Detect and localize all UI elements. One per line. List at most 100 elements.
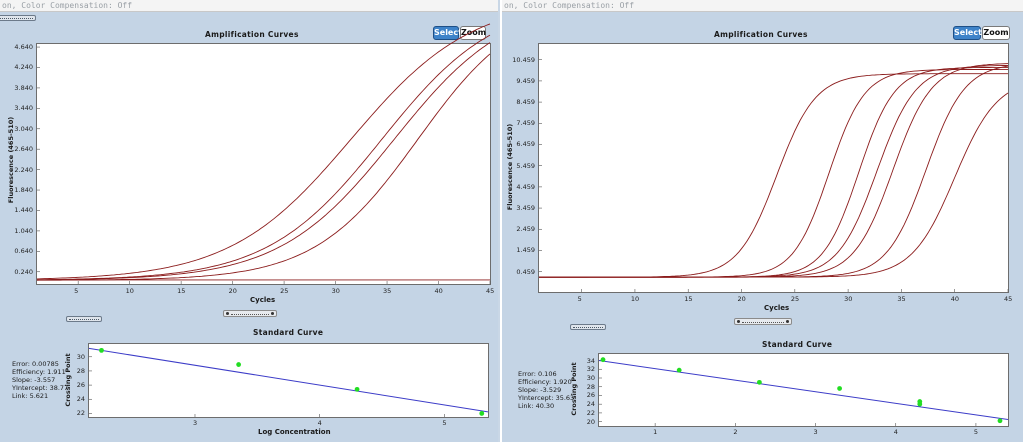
y-tick-label: 28 — [586, 382, 595, 391]
zoom-button[interactable]: Zoom — [982, 26, 1010, 40]
y-tick-label: 4.640 — [14, 43, 33, 52]
y-tick-label: 0.640 — [14, 247, 33, 256]
amplification-chart-title: Amplification Curves — [205, 30, 299, 39]
y-tick-label: 10.459 — [512, 55, 535, 64]
horizontal-scrollbar[interactable] — [734, 318, 792, 325]
amplification-curve-1 — [36, 23, 491, 280]
yintercept-value: YIntercept: 38.77 — [12, 384, 69, 392]
scroll-left-icon[interactable] — [737, 320, 740, 323]
standard-curve-plot[interactable] — [598, 353, 1009, 427]
scroll-right-icon[interactable] — [786, 320, 789, 323]
amplification-curve-6 — [539, 65, 1009, 278]
standard-curve-title: Standard Curve — [253, 328, 324, 337]
y-tick-label: 2.459 — [516, 225, 535, 234]
standard-curve-plot[interactable] — [88, 343, 489, 418]
amplification-curve-2 — [37, 34, 491, 281]
y-tick-label: 1.440 — [14, 206, 33, 215]
y-tick-label: 3.459 — [516, 204, 535, 213]
y-tick-label: 2.640 — [14, 145, 33, 154]
y-tick-label: 34 — [586, 356, 595, 365]
amplification-plot[interactable] — [36, 23, 491, 285]
splitter-handle[interactable] — [66, 316, 102, 322]
link-value: Link: 40.30 — [518, 402, 555, 410]
horizontal-scrollbar[interactable] — [223, 310, 277, 317]
y-tick-label: 6.459 — [516, 140, 535, 149]
x-tick-label: 3 — [192, 419, 198, 427]
select-button[interactable]: Select — [433, 26, 462, 40]
y-tick-label: 7.459 — [516, 119, 535, 128]
y-tick-label: 3.440 — [14, 104, 33, 113]
x-tick-label: 15 — [684, 295, 693, 303]
amplification-curve-2 — [539, 68, 1008, 278]
panel-collapse-tab[interactable] — [0, 15, 36, 21]
x-tick-label: 5 — [577, 295, 582, 303]
x-tick-label: 35 — [897, 295, 906, 303]
x-tick-label: 5 — [74, 287, 79, 295]
yintercept-value: YIntercept: 35.63 — [518, 394, 575, 402]
y-tick-label: 1.459 — [516, 246, 535, 255]
amplification-curve-3 — [37, 42, 491, 281]
splitter-handle[interactable] — [570, 324, 606, 330]
x-tick-label: 10 — [125, 287, 134, 295]
scroll-left-icon[interactable] — [226, 312, 229, 315]
efficiency-value: Efficiency: 1.920 — [518, 378, 572, 386]
y-tick-label: 9.459 — [516, 76, 535, 85]
x-tick-label: 40 — [950, 295, 959, 303]
x-tick-label: 30 — [331, 287, 340, 295]
standard-curve-chart — [598, 357, 1009, 426]
y-tick-label: 30 — [76, 352, 85, 361]
standard-point — [756, 379, 762, 385]
x-tick-label: 25 — [790, 295, 800, 303]
x-tick-label: 35 — [383, 287, 392, 295]
efficiency-value: Efficiency: 1.911 — [12, 368, 66, 376]
x-tick-label: 4 — [893, 428, 898, 436]
y-tick-label: 22 — [76, 409, 85, 418]
standard-curve-stats: Error: 0.106 Efficiency: 1.920 Slope: -3… — [518, 370, 574, 410]
y-tick-label: 1.040 — [14, 226, 33, 235]
scroll-right-icon[interactable] — [271, 312, 274, 315]
amplification-x-axis-label: Cycles — [764, 304, 790, 312]
x-tick-label: 15 — [177, 287, 186, 295]
x-tick-label: 40 — [434, 287, 443, 295]
y-tick-label: 20 — [586, 417, 595, 426]
standard-curve-title: Standard Curve — [762, 340, 833, 349]
x-tick-label: 5 — [973, 428, 979, 436]
amplification-curve-4 — [539, 64, 1009, 278]
standard-point — [600, 357, 606, 363]
y-tick-label: 30 — [586, 374, 595, 382]
select-button[interactable]: Select — [953, 26, 982, 40]
slope-value: Slope: -3.557 — [12, 376, 56, 384]
x-tick-label: 20 — [228, 287, 237, 295]
status-bar: on, Color Compensation: Off — [502, 0, 1023, 12]
x-tick-label: 30 — [844, 295, 853, 303]
y-tick-label: 26 — [76, 381, 85, 390]
y-tick-label: 32 — [586, 365, 595, 374]
x-tick-label: 45 — [486, 287, 495, 295]
standard-x-axis-label: Log Concentration — [258, 428, 331, 436]
standard-point — [676, 367, 682, 373]
y-tick-label: 5.459 — [516, 161, 535, 170]
standard-point — [837, 386, 842, 391]
x-tick-label: 20 — [737, 295, 746, 303]
standard-curve-stats: Error: 0.00785 Efficiency: 1.911 Slope: … — [12, 360, 68, 400]
y-tick-label: 28 — [76, 366, 85, 375]
x-tick-label: 5 — [442, 419, 447, 427]
y-tick-label: 3.040 — [14, 124, 33, 133]
amplification-curve-1 — [539, 73, 1008, 278]
x-tick-label: 45 — [1004, 295, 1013, 303]
y-tick-label: 8.459 — [516, 98, 535, 107]
amplification-chart — [36, 23, 491, 284]
standard-point — [99, 347, 104, 353]
amplification-chart — [539, 59, 1009, 292]
right-panel: on, Color Compensation: Off Amplificatio… — [500, 0, 1023, 442]
y-tick-label: 4.459 — [516, 182, 535, 191]
amplification-plot[interactable] — [538, 43, 1009, 293]
x-tick-label: 10 — [630, 295, 640, 303]
error-value: Error: 0.106 — [518, 370, 557, 378]
link-value: Link: 5.621 — [12, 392, 49, 400]
amplification-chart-title: Amplification Curves — [714, 30, 808, 39]
zoom-button[interactable]: Zoom — [460, 26, 486, 40]
y-tick-label: 24 — [586, 400, 595, 409]
slope-value: Slope: -3.529 — [518, 386, 562, 394]
y-tick-label: 0.459 — [516, 267, 535, 276]
